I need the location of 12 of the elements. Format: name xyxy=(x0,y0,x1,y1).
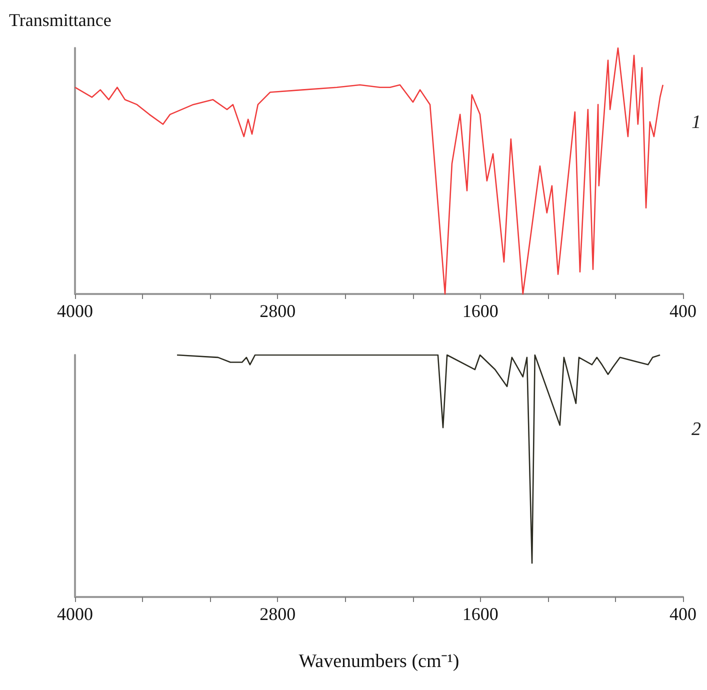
x-tick-label: 4000 xyxy=(57,301,93,321)
text: 2 xyxy=(692,419,702,440)
y-axis-title: Transmittance xyxy=(9,10,112,30)
x-tick-label: 1600 xyxy=(462,301,498,321)
x-tick-label: 2800 xyxy=(260,301,296,321)
x-tick-label: 2800 xyxy=(260,604,296,624)
x-tick-label: 400 xyxy=(670,604,696,624)
x-tick-label: 4000 xyxy=(57,604,93,624)
x-tick-label: 400 xyxy=(670,301,696,321)
x-tick-label: 1600 xyxy=(462,604,498,624)
x-axis-title: Wavenumbers (cm⁻¹) xyxy=(298,651,460,672)
text: 1 xyxy=(692,112,701,133)
